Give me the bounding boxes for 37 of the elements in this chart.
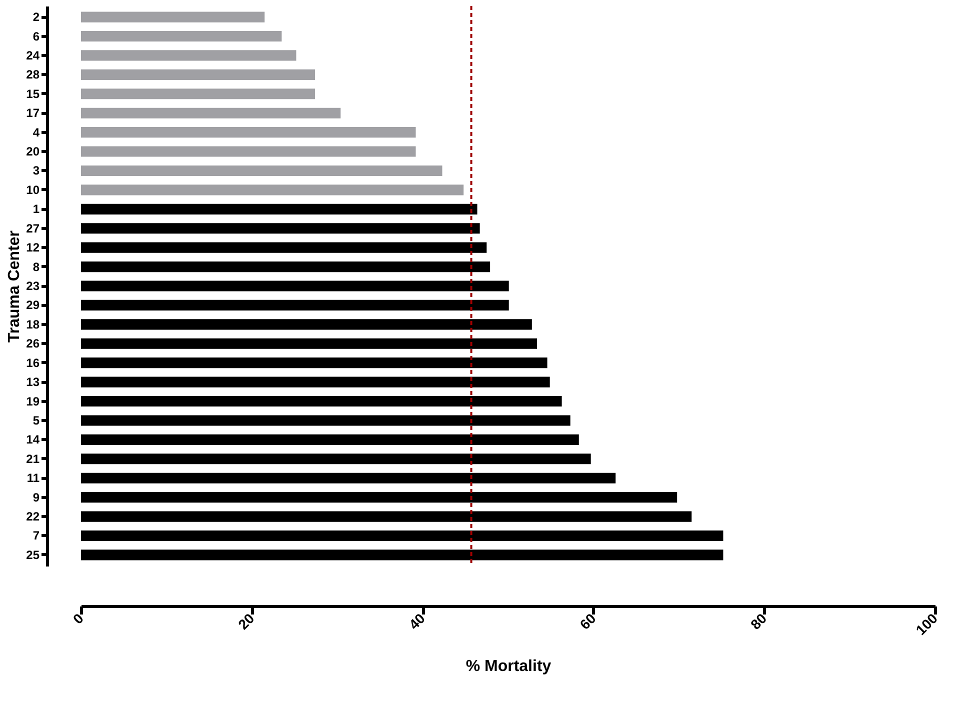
x-tick-label: 60 — [576, 610, 599, 632]
y-tick-label: 3 — [32, 164, 40, 178]
y-tick-label: 14 — [26, 432, 40, 447]
y-tick-label: 2 — [32, 10, 40, 24]
y-tick-label: 11 — [26, 471, 40, 486]
y-tick-label: 23 — [26, 279, 40, 293]
x-tick-label: 20 — [234, 610, 258, 632]
y-tick-label: 25 — [26, 548, 40, 562]
y-tick-label: 1 — [32, 202, 40, 216]
y-tick-label: 7 — [32, 528, 40, 543]
x-tick-label: 40 — [406, 610, 428, 632]
y-tick-label: 20 — [26, 144, 40, 159]
y-tick-label: 29 — [26, 298, 40, 312]
y-tick-label: 15 — [26, 86, 40, 101]
y-tick-label: 24 — [26, 48, 40, 62]
y-tick-label: 28 — [26, 68, 40, 82]
y-tick-label: 27 — [26, 221, 40, 236]
y-tick-label: 18 — [26, 317, 40, 332]
y-tick-label: 16 — [26, 356, 40, 370]
y-tick-label: 5 — [32, 413, 40, 428]
x-tick-label: 80 — [747, 610, 770, 632]
y-tick-label: 21 — [26, 452, 40, 466]
y-tick-label: 13 — [26, 375, 40, 390]
y-tick-label: 9 — [32, 490, 40, 504]
x-tick-label: 100 — [912, 610, 941, 638]
y-tick-label: 22 — [26, 510, 40, 524]
x-axis-title: % Mortality — [466, 658, 552, 675]
y-tick-label: 26 — [26, 336, 40, 351]
y-tick-label: 19 — [26, 394, 40, 408]
y-tick-label: 4 — [32, 125, 40, 140]
y-tick-label: 10 — [26, 182, 40, 197]
x-tick-label: 0 — [70, 610, 87, 627]
y-tick-label: 12 — [26, 240, 40, 255]
y-axis-title: Trauma Center — [6, 230, 24, 343]
y-tick-label: 8 — [32, 260, 40, 274]
y-tick-label: 6 — [32, 29, 40, 44]
y-tick-label: 17 — [26, 106, 40, 120]
